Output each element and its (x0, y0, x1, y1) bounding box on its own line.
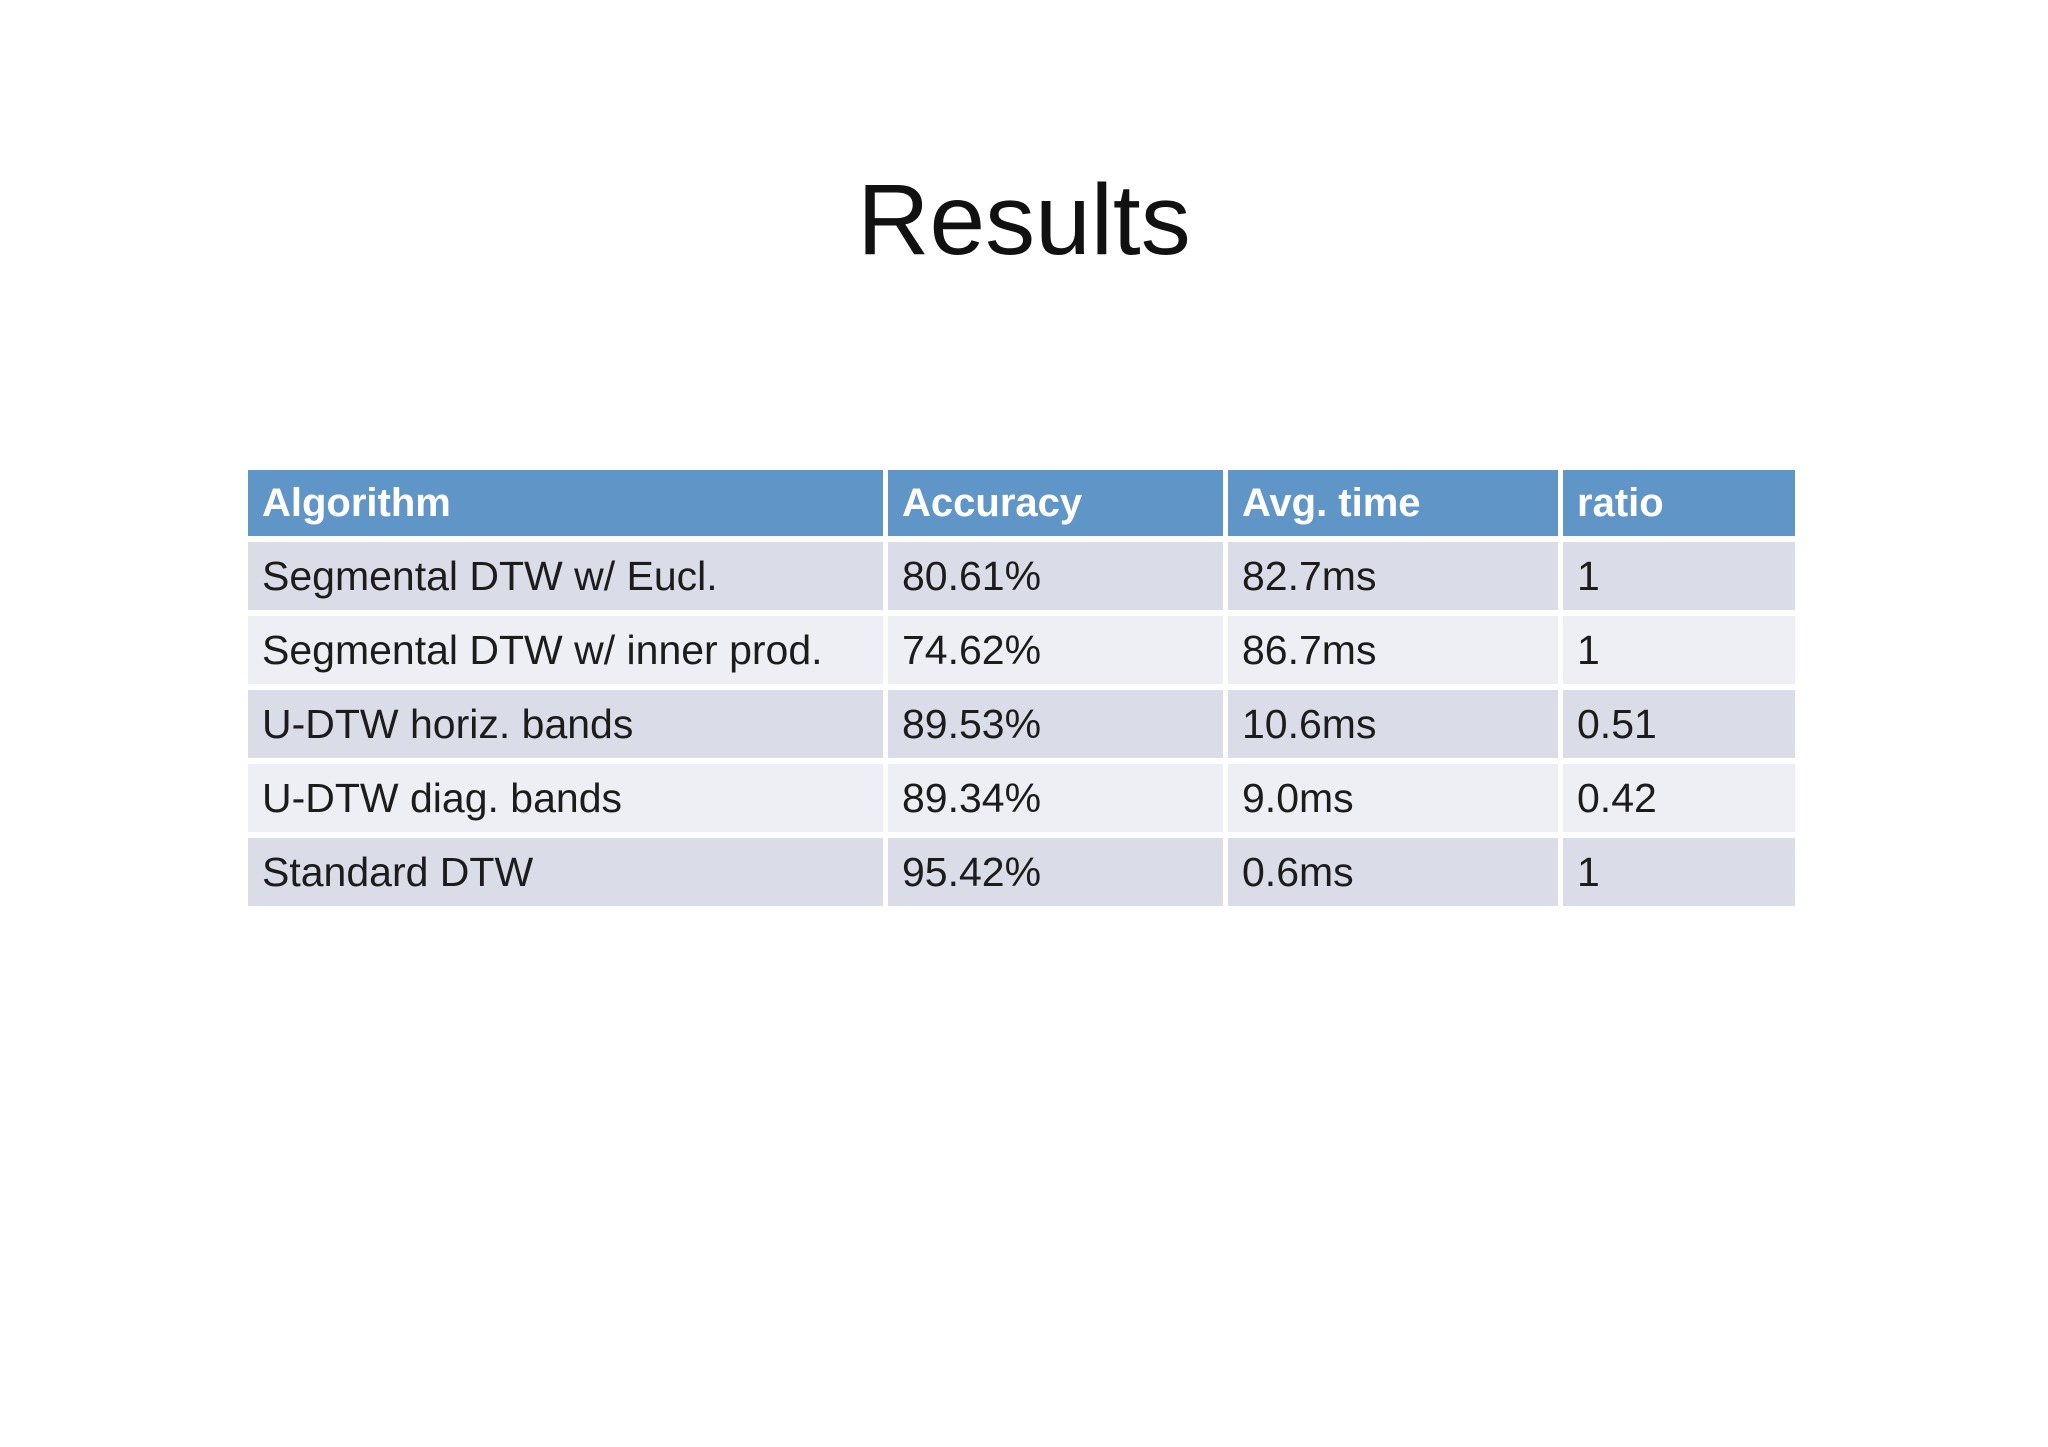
cell-accuracy: 80.61% (888, 542, 1223, 610)
cell-avg-time: 9.0ms (1228, 764, 1558, 832)
cell-algorithm: Segmental DTW w/ Eucl. (248, 542, 883, 610)
cell-avg-time: 10.6ms (1228, 690, 1558, 758)
cell-ratio: 1 (1563, 838, 1795, 906)
cell-avg-time: 82.7ms (1228, 542, 1558, 610)
cell-ratio: 1 (1563, 542, 1795, 610)
cell-accuracy: 95.42% (888, 838, 1223, 906)
cell-avg-time: 86.7ms (1228, 616, 1558, 684)
column-header-algorithm: Algorithm (248, 470, 883, 536)
column-header-avg-time: Avg. time (1228, 470, 1558, 536)
cell-ratio: 0.51 (1563, 690, 1795, 758)
cell-ratio: 0.42 (1563, 764, 1795, 832)
column-header-accuracy: Accuracy (888, 470, 1223, 536)
cell-accuracy: 74.62% (888, 616, 1223, 684)
cell-accuracy: 89.34% (888, 764, 1223, 832)
column-header-ratio: ratio (1563, 470, 1795, 536)
slide-title: Results (857, 164, 1191, 276)
results-table: Algorithm Accuracy Avg. time ratio Segme… (248, 470, 1795, 906)
cell-algorithm: U-DTW diag. bands (248, 764, 883, 832)
cell-accuracy: 89.53% (888, 690, 1223, 758)
cell-algorithm: Standard DTW (248, 838, 883, 906)
cell-algorithm: U-DTW horiz. bands (248, 690, 883, 758)
cell-ratio: 1 (1563, 616, 1795, 684)
cell-algorithm: Segmental DTW w/ inner prod. (248, 616, 883, 684)
cell-avg-time: 0.6ms (1228, 838, 1558, 906)
